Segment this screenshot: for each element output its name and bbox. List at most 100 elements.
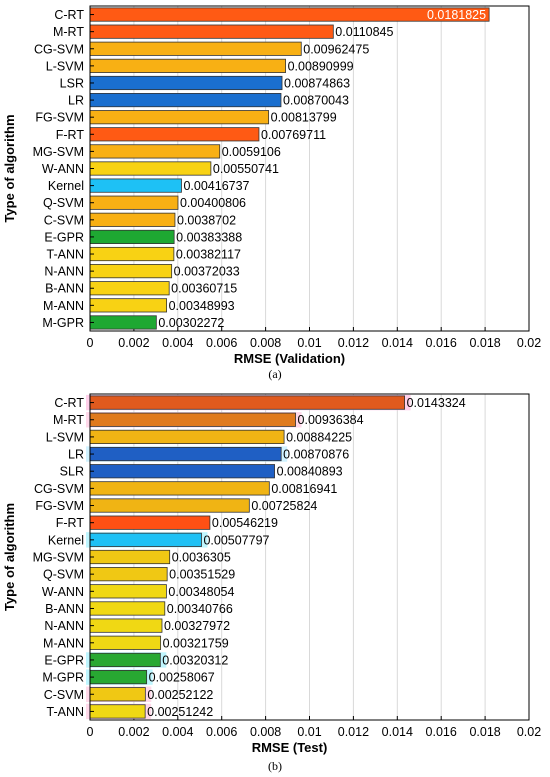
test-bar-slr (89, 464, 275, 479)
validation-axes-frame (89, 5, 530, 332)
test-value-label: 0.00320312 (162, 653, 228, 667)
validation-y-tick-label: LSR (60, 76, 84, 90)
validation-value-label: 0.00890999 (288, 59, 354, 73)
test-bar-e-gpr (89, 652, 161, 668)
test-bar-q-svm (89, 567, 168, 582)
validation-value-label: 0.00383388 (176, 230, 242, 244)
validation-caption: (a) (268, 367, 281, 381)
validation-y-tick-label: FG-SVM (35, 111, 84, 125)
test-value-label: 0.00507797 (203, 533, 269, 547)
test-bar-fg-svm (89, 498, 250, 513)
test-x-tick-label: 0.016 (426, 725, 457, 739)
validation-bar-m-ann (89, 298, 168, 313)
test-bar-t-ann (89, 704, 146, 719)
validation-value-label: 0.00769711 (261, 128, 326, 142)
validation-y-tick-label: LR (68, 94, 84, 108)
validation-bar-m-gpr (89, 315, 157, 330)
validation-value-label: 0.00400806 (180, 196, 246, 210)
validation-y-tick-label: C-RT (54, 8, 84, 22)
test-value-label: 0.00351529 (169, 568, 235, 582)
validation-x-tick-label: 0.01 (297, 336, 321, 350)
validation-y-tick-label: MG-SVM (33, 145, 84, 159)
test-y-tick-label: Kernel (48, 533, 84, 547)
test-bar-cg-svm (89, 481, 270, 496)
test-y-tick-label: T-ANN (47, 705, 85, 719)
chart-test: 0 0.002 0.004 0.006 0.008 0.01 0.012 0.014 0.016… (2, 393, 541, 773)
validation-x-tick-label: 0.018 (469, 336, 500, 350)
validation-bar-cg-svm (89, 41, 302, 56)
validation-value-label: 0.0059106 (222, 145, 281, 159)
validation-y-tick-label: F-RT (56, 128, 85, 142)
validation-bar-mg-svm (89, 144, 221, 159)
test-bar-w-ann (89, 584, 167, 599)
validation-bar-b-ann (89, 281, 170, 296)
validation-value-label: 0.00382117 (176, 248, 241, 262)
validation-value-label: 0.00813799 (271, 111, 337, 125)
validation-x-tick-label: 0.004 (162, 336, 193, 350)
validation-y-tick-label: M-GPR (42, 316, 84, 330)
validation-x-axis-title: RMSE (Validation) (234, 351, 345, 366)
validation-value-label: 0.00360715 (171, 282, 237, 296)
validation-y-tick-label: W-ANN (42, 162, 84, 176)
test-bar-l-svm (89, 429, 285, 444)
test-bar-c-rt (89, 395, 405, 410)
validation-x-tick-label: 0.012 (338, 336, 369, 350)
test-value-label: 0.00725824 (251, 499, 317, 513)
validation-x-tick-label: 0 (87, 336, 94, 350)
test-y-tick-label: C-RT (54, 396, 84, 410)
test-y-axis-title: Type of algorithm (2, 503, 17, 611)
test-x-tick-label: 0.012 (338, 725, 369, 739)
validation-x-tick-label: 0.006 (206, 336, 237, 350)
test-x-tick-label: 0.008 (250, 725, 281, 739)
validation-bar-c-svm (89, 212, 176, 227)
test-bar-f-rt (89, 515, 211, 530)
validation-x-tick-label: 0.002 (118, 336, 149, 350)
test-value-label: 0.00936384 (298, 413, 364, 427)
test-x-tick-label: 0.02 (517, 725, 541, 739)
test-y-tick-label: L-SVM (46, 430, 84, 444)
validation-value-label: 0.00302272 (158, 316, 224, 330)
test-value-label: 0.00327972 (164, 619, 230, 633)
test-y-tick-label: LR (68, 448, 84, 462)
validation-bar-w-ann (89, 161, 212, 176)
validation-value-label: 0.00962475 (303, 42, 369, 56)
chart-validation: 0 0.002 0.004 0.006 0.008 0.01 0.012 0.014 0.016… (2, 5, 541, 381)
validation-bar-m-rt (89, 24, 334, 39)
validation-y-tick-label: B-ANN (45, 282, 84, 296)
validation-value-label: 0.00874863 (284, 76, 350, 90)
validation-bar-q-svm (89, 195, 179, 210)
validation-y-tick-label: CG-SVM (34, 42, 84, 56)
test-value-label: 0.00258067 (149, 671, 215, 685)
test-value-label: 0.00321759 (163, 636, 229, 650)
validation-x-tick-label: 0.02 (517, 336, 541, 350)
validation-y-tick-label: E-GPR (44, 230, 84, 244)
validation-value-label: 0.00372033 (174, 265, 240, 279)
test-value-label: 0.0143324 (407, 396, 466, 410)
test-x-tick-label: 0 (87, 725, 94, 739)
validation-x-tick-label: 0.014 (382, 336, 413, 350)
test-y-tick-label: E-GPR (44, 653, 84, 667)
validation-bar-kernel (89, 178, 182, 193)
test-y-tick-label: M-ANN (43, 636, 84, 650)
validation-value-label: 0.00348993 (169, 299, 235, 313)
test-value-label: 0.00340766 (167, 602, 233, 616)
validation-bar-t-ann (89, 246, 175, 262)
validation-y-tick-label: T-ANN (47, 248, 85, 262)
test-value-label: 0.00348054 (168, 585, 234, 599)
test-bar-n-ann (89, 618, 163, 633)
test-bar-lr (89, 446, 282, 462)
test-y-tick-label: M-GPR (42, 671, 84, 685)
validation-y-tick-label: N-ANN (44, 265, 84, 279)
validation-y-axis-title: Type of algorithm (2, 114, 17, 222)
validation-x-tick-label: 0.008 (250, 336, 281, 350)
test-bar-mg-svm (89, 549, 171, 565)
test-y-tick-label: Q-SVM (43, 568, 84, 582)
validation-y-tick-label: M-ANN (43, 299, 84, 313)
test-value-label: 0.00840893 (277, 465, 343, 479)
test-x-tick-label: 0.014 (382, 725, 413, 739)
test-bar-c-svm (89, 687, 146, 702)
test-y-tick-label: M-RT (53, 413, 84, 427)
validation-value-label: 0.0038702 (177, 213, 236, 227)
validation-bar-n-ann (89, 264, 173, 279)
